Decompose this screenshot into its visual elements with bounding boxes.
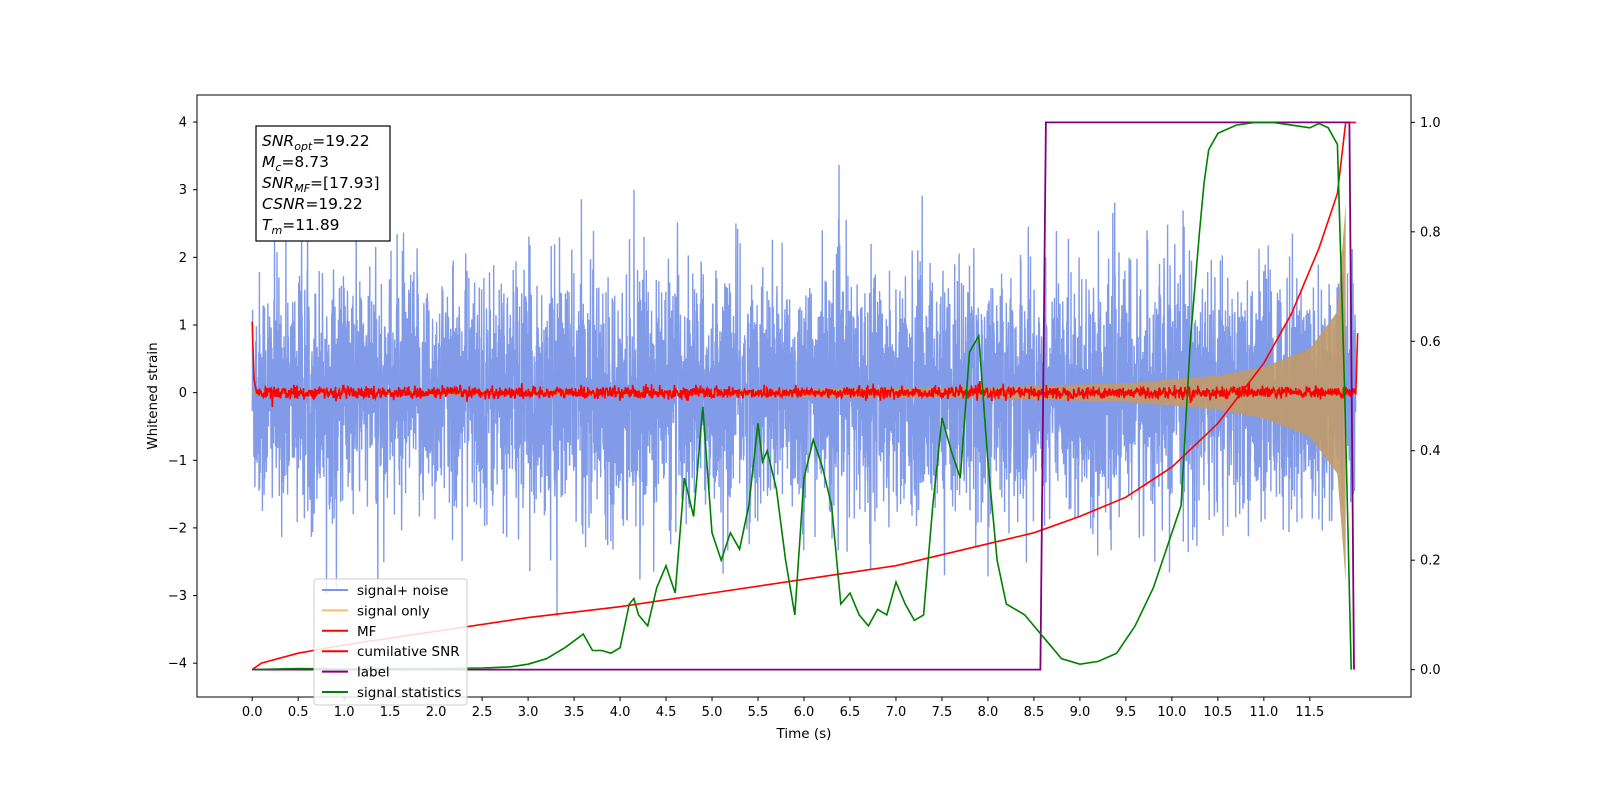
stats-line: SNRMF=[17.93] [262, 174, 380, 195]
x-tick-label: 7.5 [932, 705, 953, 720]
x-axis-label: Time (s) [776, 726, 832, 742]
y-axis-left-ticks: −4 −3 −2 −1 0 1 2 3 4 [168, 116, 197, 672]
x-tick-label: 4.0 [610, 705, 631, 720]
legend-label: label [357, 665, 390, 681]
stats-line: SNRopt=19.22 [262, 132, 370, 153]
x-tick-label: 11.0 [1249, 705, 1278, 720]
y-tick-label: −3 [168, 589, 187, 604]
stats-line: CSNR=19.22 [262, 195, 363, 213]
signal-noise-line [251, 164, 1357, 617]
x-tick-label: 8.0 [978, 705, 999, 720]
x-tick-label: 4.5 [656, 705, 677, 720]
x-tick-label: 6.0 [794, 705, 815, 720]
x-tick-label: 9.5 [1116, 705, 1137, 720]
x-tick-label: 5.0 [702, 705, 723, 720]
y-axis-right-ticks: 0.0 0.2 0.4 0.6 0.8 1.0 [1411, 116, 1441, 678]
legend-label: cumilative SNR [357, 644, 460, 660]
y-tick-label: 0 [179, 386, 187, 401]
y-tick-label: −2 [168, 521, 187, 536]
x-tick-label: 3.5 [564, 705, 585, 720]
x-tick-label: 8.5 [1024, 705, 1045, 720]
y-right-tick-label: 0.8 [1420, 225, 1441, 240]
x-tick-label: 0.0 [242, 705, 263, 720]
x-tick-label: 2.0 [426, 705, 447, 720]
x-axis-ticks: 0.0 0.5 1.0 1.5 2.0 2.5 3.0 3.5 4.0 4.5 5.0 5.5 6.0 6… [242, 697, 1324, 720]
stats-box: SNRopt=19.22Mc=8.73SNRMF=[17.93]CSNR=19.… [255, 125, 391, 242]
label-line [252, 121, 1355, 671]
x-tick-label: 11.5 [1295, 705, 1324, 720]
y-right-tick-label: 0.6 [1420, 335, 1441, 350]
stats-line: Mc=8.73 [262, 153, 329, 174]
x-tick-label: 3.0 [518, 705, 539, 720]
y-right-tick-label: 0.2 [1420, 554, 1441, 569]
x-tick-label: 6.5 [840, 705, 861, 720]
y-tick-label: 1 [179, 318, 187, 333]
legend-label: signal+ noise [357, 583, 448, 599]
y-tick-label: 2 [179, 251, 187, 266]
signal-statistics-line [252, 121, 1352, 671]
y-tick-label: 4 [179, 116, 187, 131]
stats-line: Tm=11.89 [262, 216, 340, 237]
legend-frame [313, 578, 468, 706]
y-right-tick-label: 1.0 [1420, 116, 1441, 131]
x-tick-label: 1.5 [380, 705, 401, 720]
legend-label: MF [357, 624, 376, 640]
x-tick-label: 10.0 [1157, 705, 1186, 720]
y-tick-label: −4 [168, 657, 187, 672]
y-right-tick-label: 0.4 [1420, 444, 1441, 459]
legend: signal+ noise signal only MF cumilative SNR… [313, 578, 468, 706]
x-tick-label: 5.5 [748, 705, 769, 720]
y-right-tick-label: 0.0 [1420, 663, 1441, 678]
x-tick-label: 9.0 [1070, 705, 1091, 720]
x-tick-label: 0.5 [288, 705, 309, 720]
x-tick-label: 10.5 [1203, 705, 1232, 720]
x-tick-label: 2.5 [472, 705, 493, 720]
legend-label: signal statistics [357, 685, 461, 701]
stats-box-frame [255, 125, 391, 242]
y-tick-label: 3 [179, 183, 187, 198]
x-tick-label: 7.0 [886, 705, 907, 720]
legend-label: signal only [357, 603, 430, 619]
x-tick-label: 1.0 [334, 705, 355, 720]
mf-line [251, 321, 1359, 408]
y-tick-label: −1 [168, 454, 187, 469]
y-axis-label: Whitened strain [145, 342, 161, 449]
